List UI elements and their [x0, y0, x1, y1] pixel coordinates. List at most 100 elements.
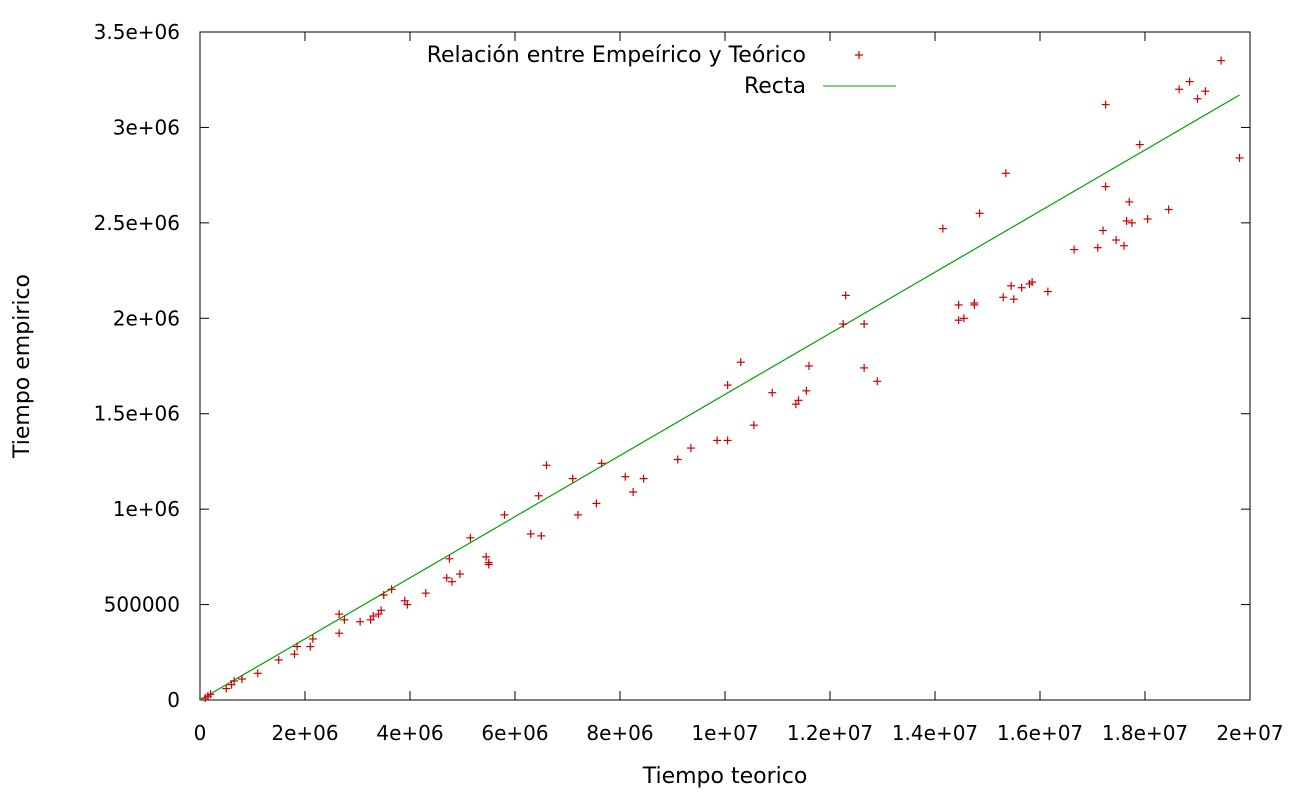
data-point	[954, 300, 963, 309]
data-point	[999, 293, 1008, 302]
data-point	[537, 531, 546, 540]
data-point	[959, 314, 968, 323]
y-tick-label: 1.5e+06	[94, 402, 180, 426]
point-series	[201, 56, 1244, 703]
data-point	[1125, 197, 1134, 206]
x-tick-label: 1.4e+07	[892, 721, 978, 745]
data-point	[230, 676, 239, 685]
data-point	[1201, 87, 1210, 96]
y-axis-label: Tiempo empirico	[10, 274, 35, 459]
data-point	[621, 472, 630, 481]
plot-frame	[199, 31, 1251, 701]
data-point	[238, 675, 246, 684]
data-point	[639, 474, 648, 483]
legend: Relación entre Empeírico y Teórico Recta	[427, 43, 896, 99]
data-point	[206, 690, 215, 699]
data-point	[340, 615, 349, 624]
data-point	[222, 684, 231, 693]
data-point	[253, 669, 262, 678]
data-point	[421, 589, 430, 598]
data-point	[500, 510, 509, 519]
data-point	[466, 533, 475, 542]
data-point	[526, 529, 535, 538]
data-point	[597, 459, 606, 468]
y-tick-label: 2.5e+06	[94, 211, 180, 235]
data-point	[335, 610, 344, 619]
data-point	[938, 224, 947, 233]
legend-marker-points	[855, 51, 863, 59]
y-tick-label: 0	[167, 688, 180, 712]
data-point	[1175, 85, 1184, 94]
data-point	[673, 455, 682, 464]
data-point	[1120, 241, 1128, 250]
data-point	[290, 650, 299, 659]
data-point	[356, 617, 365, 626]
data-point	[574, 510, 582, 519]
data-point	[1017, 283, 1026, 292]
data-point	[839, 320, 848, 329]
data-point	[293, 642, 302, 651]
y-tick-label: 2e+06	[113, 306, 180, 330]
x-tick-label: 1.8e+07	[1102, 721, 1188, 745]
data-point	[445, 554, 454, 563]
data-point	[802, 386, 811, 395]
data-point	[387, 585, 396, 594]
x-tick-label: 2e+06	[271, 721, 338, 745]
line-series	[199, 94, 1240, 701]
data-point	[970, 299, 979, 308]
y-tick-label: 3e+06	[113, 115, 180, 139]
data-point	[723, 381, 732, 390]
data-point	[455, 570, 464, 579]
data-point	[379, 591, 388, 600]
data-point	[308, 634, 317, 643]
recta-line	[199, 94, 1240, 701]
data-point	[534, 491, 543, 500]
data-point	[768, 388, 777, 397]
legend-label-line: Recta	[744, 74, 806, 99]
data-point	[1101, 100, 1110, 109]
x-tick-label: 4e+06	[376, 721, 443, 745]
data-point	[629, 487, 638, 496]
data-point	[954, 316, 963, 325]
data-point	[274, 655, 283, 664]
data-point	[1043, 287, 1052, 296]
x-tick-label: 0	[194, 721, 207, 745]
data-point	[542, 461, 551, 470]
data-point	[1217, 56, 1226, 65]
data-point	[1193, 94, 1202, 103]
data-point	[1112, 236, 1121, 245]
x-tick-label: 2e+07	[1216, 721, 1283, 745]
data-point	[1185, 77, 1194, 86]
data-point	[1235, 153, 1244, 162]
data-point	[1099, 226, 1107, 235]
data-point	[1143, 215, 1152, 224]
y-tick-label: 1e+06	[113, 497, 180, 521]
data-point	[568, 474, 577, 483]
x-tick-label: 1e+07	[691, 721, 758, 745]
data-point	[1122, 216, 1131, 225]
x-tick-label: 1.6e+07	[997, 721, 1083, 745]
y-tick-label: 3.5e+06	[94, 20, 180, 44]
x-tick-label: 1.2e+07	[787, 721, 873, 745]
data-point	[403, 600, 412, 609]
data-point	[713, 436, 722, 445]
x-tick-label: 8e+06	[586, 721, 653, 745]
axis-ticks: 0 2e+06 4e+06 6e+06 8e+06 1e+07 1.2e+07 1.4e+07…	[94, 20, 1284, 745]
data-point	[1028, 278, 1037, 287]
data-point	[1001, 169, 1010, 178]
data-point	[377, 606, 386, 615]
x-tick-label: 6e+06	[481, 721, 548, 745]
data-point	[1164, 205, 1173, 214]
data-point	[1127, 218, 1136, 227]
data-point	[686, 444, 695, 453]
data-point	[1070, 245, 1079, 254]
data-point	[749, 421, 758, 430]
data-point	[736, 358, 745, 367]
data-point	[860, 320, 869, 329]
data-point	[841, 291, 850, 300]
data-point	[975, 209, 984, 218]
data-point	[723, 436, 732, 445]
data-point	[1101, 182, 1110, 191]
data-point	[794, 396, 803, 405]
